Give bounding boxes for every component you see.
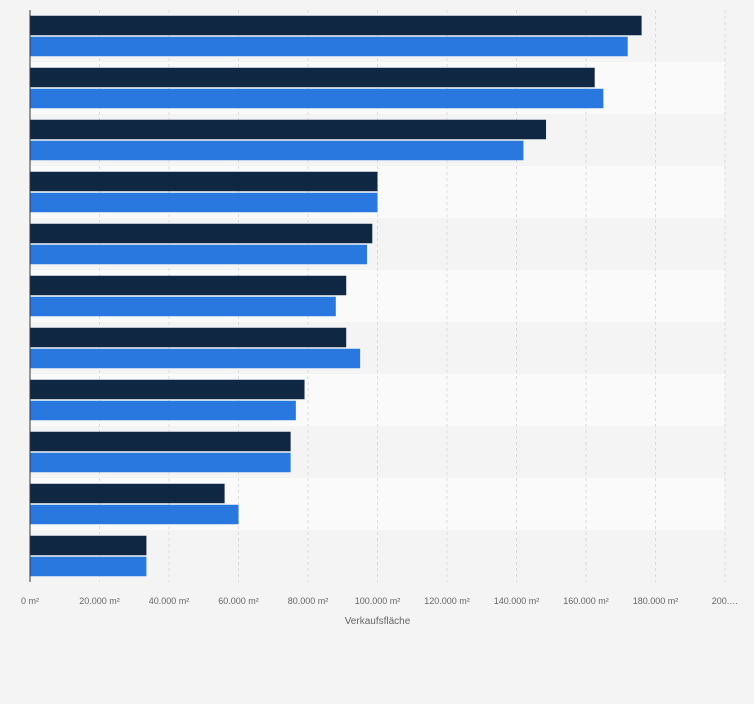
- x-tick-label: 60.000 m²: [218, 596, 259, 606]
- x-tick-label: 100.000 m²: [355, 596, 401, 606]
- bar-series-2[interactable]: [30, 88, 604, 109]
- bar-series-2[interactable]: [30, 400, 296, 421]
- x-tick-label: 160.000 m²: [563, 596, 609, 606]
- bar-series-1[interactable]: [30, 535, 147, 556]
- x-tick-labels: 0 m² 20.000 m² 40.000 m² 60.000 m² 80.000 m²…: [21, 596, 738, 606]
- bar-series-1[interactable]: [30, 483, 225, 504]
- bar-series-2[interactable]: [30, 348, 361, 369]
- bar-series-2[interactable]: [30, 36, 628, 57]
- x-tick-label: 140.000 m²: [494, 596, 540, 606]
- x-tick-label: 80.000 m²: [288, 596, 329, 606]
- bar-series-1[interactable]: [30, 119, 547, 140]
- x-tick-label: 20.000 m²: [79, 596, 120, 606]
- bar-series-2[interactable]: [30, 296, 336, 317]
- bar-series-1[interactable]: [30, 15, 642, 36]
- bar-series-1[interactable]: [30, 171, 378, 192]
- x-tick-label: 120.000 m²: [424, 596, 470, 606]
- x-tick-label: 200.…: [712, 596, 739, 606]
- bar-series-1[interactable]: [30, 67, 595, 88]
- bar-series-2[interactable]: [30, 140, 524, 161]
- x-tick-label: 40.000 m²: [149, 596, 190, 606]
- bar-series-1[interactable]: [30, 223, 373, 244]
- x-tick-label: 0 m²: [21, 596, 39, 606]
- bars: [30, 15, 642, 577]
- bar-series-2[interactable]: [30, 244, 368, 265]
- bar-series-1[interactable]: [30, 379, 305, 400]
- bar-series-1[interactable]: [30, 431, 291, 452]
- bar-series-1[interactable]: [30, 275, 347, 296]
- bar-series-2[interactable]: [30, 452, 291, 473]
- bar-series-2[interactable]: [30, 556, 147, 577]
- x-axis-label: Verkaufsfläche: [345, 616, 411, 627]
- x-tick-label: 180.000 m²: [633, 596, 679, 606]
- bar-series-2[interactable]: [30, 504, 239, 525]
- bar-series-1[interactable]: [30, 327, 347, 348]
- bar-series-2[interactable]: [30, 192, 378, 213]
